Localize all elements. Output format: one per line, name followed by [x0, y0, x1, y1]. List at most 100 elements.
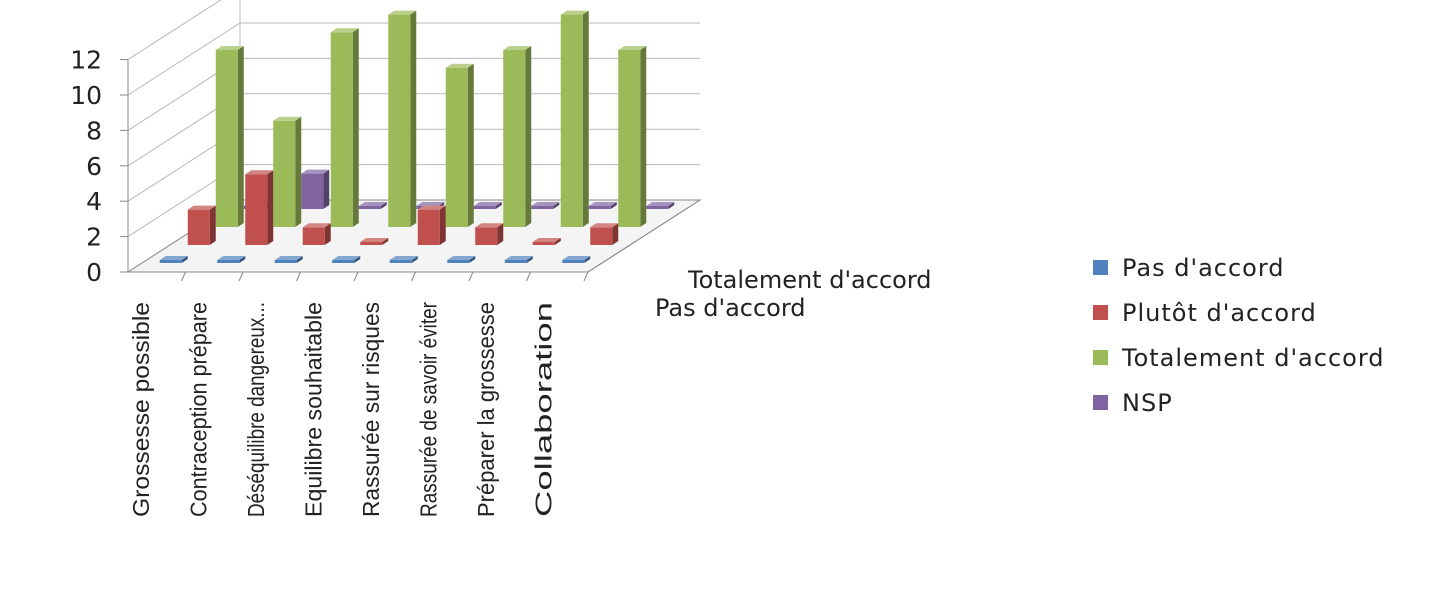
bar-side — [354, 256, 361, 263]
x-tick-label: Equilibre souhaitable — [300, 302, 326, 517]
legend-label: Plutôt d'accord — [1122, 299, 1317, 327]
bar — [273, 116, 302, 227]
bar-side — [612, 223, 619, 245]
bar — [447, 256, 476, 263]
y-tick-label: 6 — [86, 152, 102, 181]
bar-top — [360, 238, 389, 242]
bar-front — [503, 50, 526, 227]
x-tick-mark — [411, 271, 416, 282]
bar — [388, 10, 417, 227]
bar — [358, 202, 387, 209]
bar — [445, 63, 474, 228]
bar-side — [610, 202, 617, 209]
bar — [159, 256, 188, 263]
bar-front — [159, 260, 182, 263]
x-tick-label: Grossesse possible — [128, 302, 154, 517]
legend-item: NSP — [1093, 389, 1173, 417]
legend-item: Plutôt d'accord — [1093, 299, 1317, 327]
x-tick-label: Collaboration — [530, 302, 556, 517]
bar — [588, 202, 617, 209]
x-tick-label: Contraception prépare — [185, 302, 211, 517]
bar-front — [588, 206, 611, 209]
y-tick-label: 12 — [70, 46, 102, 75]
bar-top — [389, 256, 418, 260]
legend-swatch — [1093, 305, 1108, 320]
bar-front — [215, 50, 238, 227]
bar-side — [526, 256, 533, 263]
x-axis: Grossesse possible Contraception prépare D… — [128, 271, 589, 517]
bar-front — [562, 260, 585, 263]
bar-side — [410, 10, 417, 227]
bar — [473, 202, 502, 209]
x-tick-mark — [526, 271, 531, 282]
bar-top — [646, 202, 675, 206]
bar — [532, 238, 561, 245]
bar — [503, 46, 532, 227]
bar-side — [380, 202, 387, 209]
depth-label: Totalement d'accord — [687, 266, 932, 294]
x-tick-label: Rassurée sur risques — [358, 302, 384, 517]
bar-top — [445, 63, 474, 68]
bar-front — [388, 14, 411, 227]
bar-top — [590, 223, 619, 228]
bar — [618, 46, 647, 227]
bar-front — [302, 227, 325, 245]
bar-top — [302, 223, 331, 228]
bar-side — [237, 46, 244, 227]
bar-top — [504, 256, 533, 260]
bar — [562, 256, 591, 263]
bar-front — [301, 173, 324, 209]
legend-item: Pas d'accord — [1093, 254, 1285, 282]
bar — [302, 223, 331, 245]
bar-side — [439, 205, 446, 245]
bar-front — [274, 260, 297, 263]
bar-front — [590, 227, 613, 245]
bar-top — [301, 169, 330, 174]
bar-side — [497, 223, 504, 245]
y-tick-label: 0 — [86, 258, 102, 287]
bar-top — [447, 256, 476, 260]
bar-top — [217, 256, 246, 260]
bar-side — [553, 202, 560, 209]
bar-top — [417, 205, 446, 210]
bar-top — [560, 10, 589, 15]
bar-top — [531, 202, 560, 206]
bar-front — [560, 14, 583, 227]
bar-top — [473, 202, 502, 206]
x-tick-mark — [353, 271, 359, 282]
bar-top — [532, 238, 561, 242]
bar-side — [582, 10, 589, 227]
bar-front — [187, 209, 210, 245]
bar — [646, 202, 675, 209]
legend-swatch — [1093, 395, 1108, 410]
bar-top — [215, 46, 244, 50]
bar-front — [330, 32, 353, 227]
legend-label: Pas d'accord — [1122, 254, 1285, 282]
bar — [330, 28, 359, 227]
x-tick-mark — [468, 271, 474, 282]
bar — [560, 10, 589, 227]
bar-side — [323, 169, 330, 209]
bar-side — [209, 205, 216, 245]
bar-side — [411, 256, 418, 263]
bar — [531, 202, 560, 209]
y-axis: 0 2 4 6 8 10 12 — [70, 46, 128, 287]
legend-label: NSP — [1122, 389, 1173, 417]
y-tick-label: 10 — [70, 81, 102, 110]
bar-side — [239, 256, 246, 263]
bar-front — [358, 206, 381, 209]
bar-side — [181, 256, 188, 263]
bar — [590, 223, 619, 245]
bar — [245, 170, 274, 245]
bar-side — [267, 170, 274, 245]
x-tick-label: Rassurée de savoir éviter — [415, 302, 441, 517]
bar-side — [525, 46, 532, 227]
bar-front — [473, 206, 496, 209]
bar-front — [389, 260, 412, 263]
bar-front — [618, 50, 641, 227]
bar-front — [646, 206, 669, 209]
bar — [360, 238, 389, 245]
bar-front — [475, 227, 498, 245]
legend-swatch — [1093, 350, 1108, 365]
